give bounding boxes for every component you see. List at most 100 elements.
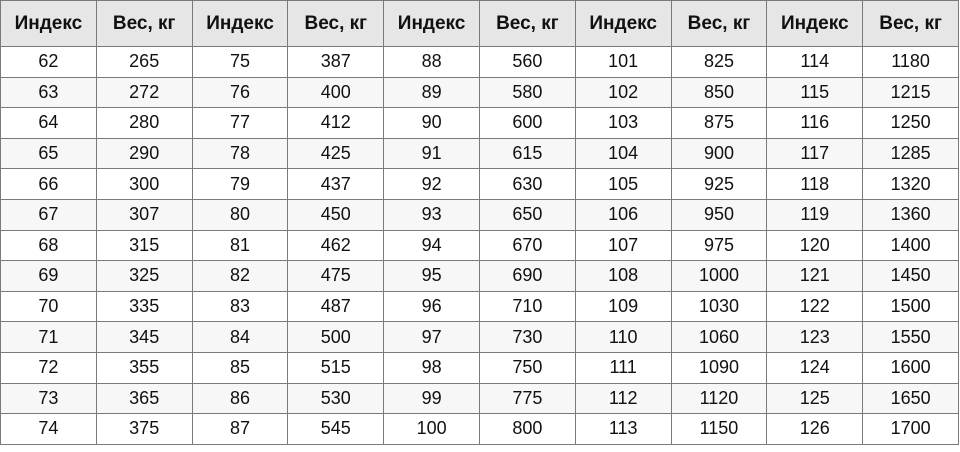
index-cell: 111	[574, 351, 672, 384]
weight-cell: 1320	[862, 168, 959, 200]
index-cell: 107	[574, 229, 672, 262]
index-cell: 108	[574, 260, 672, 292]
table-row: 62 265 75 387 88 560 101 825 114 1180	[0, 46, 959, 78]
weight-cell: 560	[478, 46, 576, 78]
table-row: 63 272 76 400 89 580 102 850 115 1215	[0, 76, 959, 109]
header-index: Индекс	[191, 0, 289, 47]
weight-cell: 580	[478, 76, 576, 109]
index-cell: 116	[766, 107, 864, 139]
index-cell: 109	[574, 290, 672, 323]
index-cell: 125	[766, 382, 864, 415]
weight-cell: 290	[95, 137, 193, 170]
index-cell: 112	[574, 382, 672, 415]
weight-cell: 900	[670, 137, 768, 170]
weight-cell: 600	[478, 107, 576, 139]
weight-cell: 1060	[670, 321, 768, 353]
index-cell: 105	[574, 168, 672, 200]
index-cell: 76	[191, 76, 289, 109]
index-cell: 103	[574, 107, 672, 139]
table-row: 73 365 86 530 99 775 112 1120 125 1650	[0, 382, 959, 415]
header-index: Индекс	[0, 0, 97, 47]
index-cell: 120	[766, 229, 864, 262]
header-weight: Вес, кг	[862, 0, 959, 47]
index-cell: 75	[191, 46, 289, 78]
index-cell: 98	[383, 351, 480, 384]
index-cell: 85	[191, 351, 289, 384]
table-row: 64 280 77 412 90 600 103 875 116 1250	[0, 107, 959, 139]
header-weight: Вес, кг	[478, 0, 576, 47]
weight-cell: 1180	[862, 46, 959, 78]
index-cell: 74	[0, 413, 97, 445]
weight-cell: 710	[478, 290, 576, 323]
header-weight: Вес, кг	[670, 0, 768, 47]
weight-cell: 500	[287, 321, 385, 353]
index-cell: 77	[191, 107, 289, 139]
weight-cell: 1120	[670, 382, 768, 415]
index-cell: 93	[383, 198, 480, 231]
table-row: 66 300 79 437 92 630 105 925 118 1320	[0, 168, 959, 200]
weight-cell: 1285	[862, 137, 959, 170]
weight-cell: 925	[670, 168, 768, 200]
header-index: Индекс	[383, 0, 480, 47]
header-weight: Вес, кг	[95, 0, 193, 47]
table-row: 71 345 84 500 97 730 110 1060 123 1550	[0, 321, 959, 353]
weight-cell: 307	[95, 198, 193, 231]
weight-cell: 345	[95, 321, 193, 353]
weight-cell: 375	[95, 413, 193, 445]
weight-cell: 1360	[862, 198, 959, 231]
weight-cell: 425	[287, 137, 385, 170]
table-body: 62 265 75 387 88 560 101 825 114 1180 63 272 76 400 89…	[0, 46, 959, 445]
weight-cell: 335	[95, 290, 193, 323]
weight-cell: 1215	[862, 76, 959, 109]
index-cell: 117	[766, 137, 864, 170]
index-cell: 66	[0, 168, 97, 200]
index-cell: 106	[574, 198, 672, 231]
table-row: 72 355 85 515 98 750 111 1090 124 1600	[0, 351, 959, 384]
table-row: 70 335 83 487 96 710 109 1030 122 1500	[0, 290, 959, 323]
weight-cell: 1030	[670, 290, 768, 323]
weight-cell: 750	[478, 351, 576, 384]
weight-cell: 462	[287, 229, 385, 262]
index-cell: 88	[383, 46, 480, 78]
header-row: Индекс Вес, кг Индекс Вес, кг Индекс Вес…	[0, 0, 959, 47]
index-cell: 78	[191, 137, 289, 170]
index-cell: 90	[383, 107, 480, 139]
index-cell: 123	[766, 321, 864, 353]
weight-cell: 265	[95, 46, 193, 78]
weight-cell: 1600	[862, 351, 959, 384]
weight-cell: 315	[95, 229, 193, 262]
weight-cell: 515	[287, 351, 385, 384]
weight-cell: 1400	[862, 229, 959, 262]
index-cell: 67	[0, 198, 97, 231]
index-cell: 71	[0, 321, 97, 353]
weight-cell: 365	[95, 382, 193, 415]
weight-cell: 650	[478, 198, 576, 231]
weight-cell: 630	[478, 168, 576, 200]
index-cell: 64	[0, 107, 97, 139]
index-cell: 121	[766, 260, 864, 292]
index-cell: 65	[0, 137, 97, 170]
weight-cell: 280	[95, 107, 193, 139]
index-cell: 82	[191, 260, 289, 292]
weight-cell: 400	[287, 76, 385, 109]
table-row: 65 290 78 425 91 615 104 900 117 1285	[0, 137, 959, 170]
weight-cell: 825	[670, 46, 768, 78]
header-weight: Вес, кг	[287, 0, 385, 47]
weight-cell: 530	[287, 382, 385, 415]
index-cell: 110	[574, 321, 672, 353]
index-cell: 87	[191, 413, 289, 445]
table-row: 69 325 82 475 95 690 108 1000 121 1450	[0, 260, 959, 292]
index-cell: 102	[574, 76, 672, 109]
weight-cell: 412	[287, 107, 385, 139]
weight-cell: 1150	[670, 413, 768, 445]
index-cell: 100	[383, 413, 480, 445]
weight-cell: 1090	[670, 351, 768, 384]
index-cell: 89	[383, 76, 480, 109]
index-cell: 63	[0, 76, 97, 109]
index-cell: 92	[383, 168, 480, 200]
index-cell: 113	[574, 413, 672, 445]
weight-cell: 1700	[862, 413, 959, 445]
weight-cell: 1650	[862, 382, 959, 415]
